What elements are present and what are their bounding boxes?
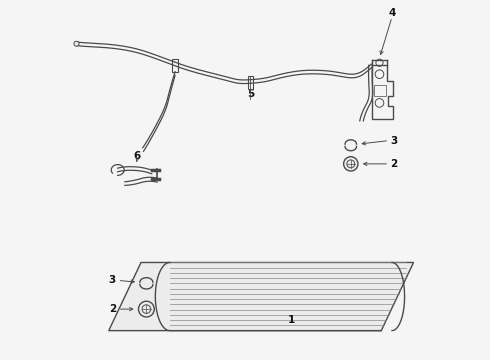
Bar bbox=[172, 59, 178, 72]
Circle shape bbox=[343, 157, 358, 171]
Text: 2: 2 bbox=[109, 304, 116, 314]
Circle shape bbox=[74, 41, 79, 46]
Circle shape bbox=[142, 305, 151, 314]
Text: 3: 3 bbox=[109, 275, 116, 285]
Text: 4: 4 bbox=[389, 8, 396, 18]
Text: 2: 2 bbox=[390, 159, 397, 169]
Polygon shape bbox=[109, 262, 414, 330]
Polygon shape bbox=[374, 85, 386, 96]
Text: 6: 6 bbox=[134, 151, 141, 161]
Text: 1: 1 bbox=[288, 315, 295, 325]
Text: 5: 5 bbox=[247, 89, 254, 99]
Circle shape bbox=[139, 301, 154, 317]
Bar bbox=[247, 76, 253, 89]
Circle shape bbox=[347, 160, 355, 168]
Text: 3: 3 bbox=[390, 136, 397, 145]
